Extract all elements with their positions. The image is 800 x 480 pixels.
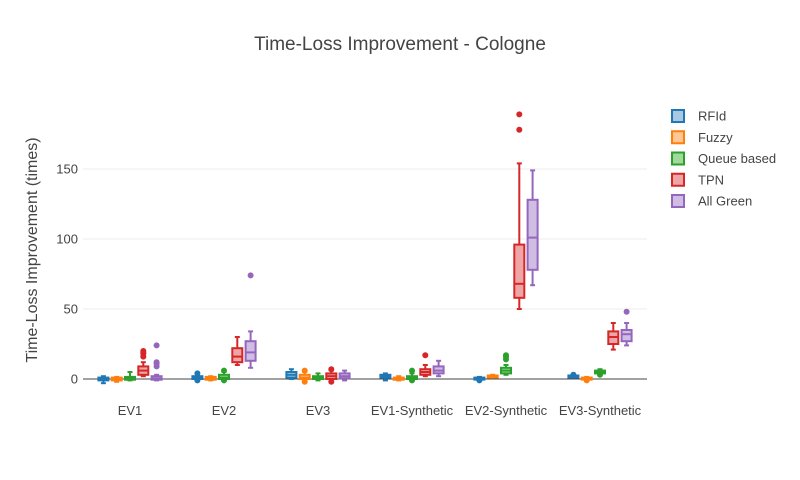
x-tick-label: EV3 — [306, 403, 331, 418]
outlier-point — [516, 126, 523, 133]
y-axis-ticks: 0 50 100 150 — [56, 162, 78, 387]
grid-lines — [83, 168, 647, 310]
outlier-point — [503, 352, 509, 359]
y-axis-title: Time-Loss Improvement (times) — [24, 137, 41, 362]
box[interactable] — [432, 359, 445, 378]
plot-area — [97, 111, 633, 385]
outlier-point — [597, 371, 603, 378]
outlier-point — [516, 111, 523, 118]
box[interactable] — [204, 375, 217, 382]
box[interactable] — [191, 370, 204, 384]
box[interactable] — [594, 368, 606, 378]
legend-label: Queue based — [698, 151, 776, 166]
x-tick-label: EV1-Synthetic — [371, 403, 454, 418]
outlier-point — [301, 378, 308, 385]
outlier-point — [221, 377, 227, 384]
outlier-point — [476, 377, 483, 384]
box[interactable] — [231, 336, 244, 366]
box[interactable] — [218, 367, 230, 384]
box-iqr — [526, 198, 539, 271]
outlier-point — [409, 377, 415, 384]
box[interactable] — [513, 111, 526, 310]
y-tick-label: 150 — [56, 162, 78, 177]
outlier-point — [328, 378, 335, 385]
y-tick-label: 50 — [64, 302, 78, 317]
box-iqr — [513, 243, 526, 299]
box[interactable] — [137, 348, 150, 378]
box[interactable] — [500, 352, 512, 376]
series-fuzzy — [110, 367, 593, 385]
x-axis-ticks: EV1 EV2 EV3 EV1-Synthetic EV2-Synthetic EV3-S… — [118, 403, 642, 418]
box[interactable] — [312, 372, 324, 382]
box[interactable] — [97, 375, 110, 385]
legend-item-tpn[interactable]: TPN — [671, 172, 724, 187]
legend-swatch — [671, 194, 685, 208]
box[interactable] — [567, 371, 580, 379]
box-iqr — [244, 340, 257, 362]
box-iqr — [231, 347, 244, 364]
box[interactable] — [379, 372, 392, 382]
outlier-point — [409, 367, 415, 374]
chart-title: Time-Loss Improvement - Cologne — [254, 34, 546, 55]
x-tick-label: EV1 — [118, 403, 143, 418]
box[interactable] — [392, 375, 405, 382]
outlier-point — [194, 370, 201, 377]
box[interactable] — [607, 322, 620, 351]
outlier-point — [422, 352, 429, 359]
box[interactable] — [298, 367, 311, 385]
box[interactable] — [338, 369, 351, 382]
series-tpn — [137, 111, 620, 385]
outlier-point — [140, 348, 147, 354]
box[interactable] — [244, 272, 257, 369]
outlier-point — [194, 377, 201, 384]
series-all-green — [150, 169, 633, 382]
legend-item-queue-based[interactable]: Queue based — [671, 151, 776, 166]
legend-label: RFId — [698, 109, 726, 124]
legend-item-fuzzy[interactable]: Fuzzy — [671, 130, 733, 145]
legend-item-rfid[interactable]: RFId — [671, 109, 726, 124]
box[interactable] — [124, 371, 136, 382]
box[interactable] — [406, 367, 418, 384]
legend-label: TPN — [698, 172, 724, 187]
outlier-point — [328, 366, 335, 373]
box[interactable] — [325, 366, 338, 385]
legend-swatch — [671, 151, 685, 166]
box[interactable] — [620, 308, 633, 347]
y-tick-label: 0 — [71, 372, 78, 387]
outlier-point — [153, 359, 160, 366]
series-rfid — [97, 368, 580, 385]
outlier-point — [623, 308, 630, 315]
legend-swatch — [671, 109, 685, 123]
x-tick-label: EV3-Synthetic — [559, 403, 642, 418]
legend-swatch — [671, 172, 685, 187]
x-tick-label: EV2 — [212, 403, 237, 418]
box[interactable] — [486, 373, 499, 379]
x-tick-label: EV2-Synthetic — [465, 403, 548, 418]
box[interactable] — [580, 375, 593, 384]
outlier-point — [570, 371, 577, 378]
outlier-point — [583, 377, 590, 384]
legend-label: All Green — [698, 194, 752, 209]
box[interactable] — [473, 375, 486, 384]
box[interactable] — [526, 169, 539, 287]
outlier-point — [247, 272, 254, 279]
outlier-point — [153, 342, 160, 349]
outlier-point — [221, 367, 227, 374]
box-iqr — [620, 329, 633, 343]
y-tick-label: 100 — [56, 232, 78, 247]
series-queue-based — [124, 352, 606, 384]
legend[interactable]: RFId Fuzzy Queue based TPN All Green — [671, 109, 776, 209]
outlier-point — [301, 367, 308, 374]
legend-label: Fuzzy — [698, 130, 733, 145]
box[interactable] — [419, 352, 432, 378]
box[interactable] — [150, 342, 163, 382]
legend-item-all-green[interactable]: All Green — [671, 194, 752, 209]
box[interactable] — [110, 375, 123, 383]
legend-swatch — [671, 130, 685, 145]
box[interactable] — [285, 368, 298, 380]
